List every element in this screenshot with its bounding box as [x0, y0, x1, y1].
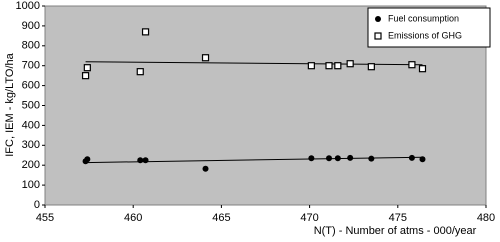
point [325, 62, 333, 70]
x-axis-label: N(T) - Number of atms - 000/year [314, 225, 477, 237]
x-tick-label: 480 [477, 212, 495, 224]
point [202, 165, 209, 172]
y-tick-label: 900 [22, 20, 40, 32]
point [136, 68, 144, 76]
y-axis-label: IFC, IEM - kg/LTO/ha [4, 52, 16, 156]
point [408, 61, 416, 69]
point [307, 62, 315, 70]
legend-label: Fuel consumption [388, 13, 459, 23]
point [142, 157, 149, 164]
point [81, 72, 90, 80]
legend-box [367, 7, 491, 48]
point [347, 154, 354, 161]
y-tick-label: 600 [22, 80, 40, 92]
point [84, 156, 91, 163]
y-tick-label: 800 [22, 40, 40, 52]
point [419, 156, 426, 163]
point [408, 154, 415, 161]
point [367, 63, 375, 71]
y-tick-label: 300 [22, 139, 40, 151]
point [334, 62, 342, 70]
x-tick-label: 455 [36, 212, 54, 224]
point [346, 60, 354, 68]
point [137, 157, 144, 164]
y-tick-label: 1000 [16, 0, 40, 12]
trend-line [85, 61, 423, 66]
point [83, 64, 91, 72]
y-tick-label: 700 [22, 60, 40, 72]
y-tick-label: 200 [22, 159, 40, 171]
legend-marker [374, 32, 382, 40]
point [334, 155, 341, 162]
x-tick-label: 460 [124, 212, 142, 224]
legend: Fuel consumption Emissions of GHG [367, 7, 491, 48]
point [308, 155, 315, 162]
legend-marker [375, 16, 381, 22]
y-tick-label: 500 [22, 99, 40, 111]
point [368, 155, 375, 162]
y-tick-label: 400 [22, 119, 40, 131]
point [201, 54, 210, 62]
y-tick-label: 0 [34, 199, 40, 211]
point [141, 28, 150, 36]
x-tick-label: 465 [212, 212, 230, 224]
point [418, 65, 427, 73]
x-tick-label: 475 [389, 212, 407, 224]
x-tick-label: 470 [300, 212, 318, 224]
y-tick-label: 100 [22, 179, 40, 191]
point [326, 155, 333, 162]
legend-label: Emissions of GHG [388, 30, 462, 40]
